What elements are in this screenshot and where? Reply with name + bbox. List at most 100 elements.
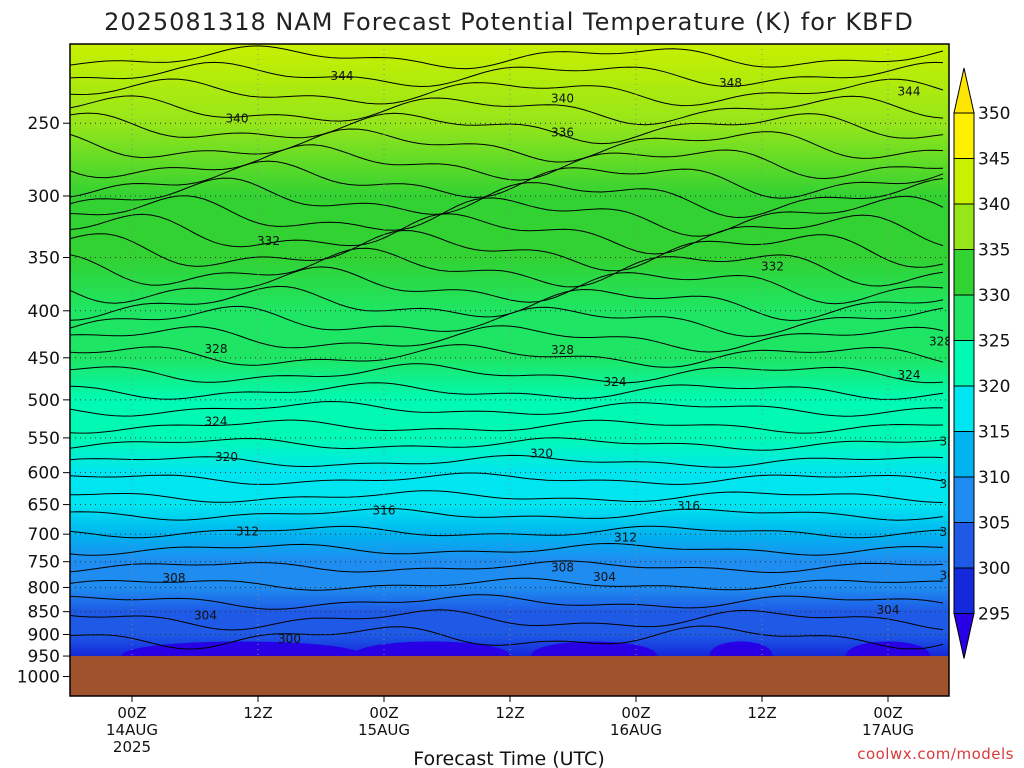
time-tick-label: 2025 [113, 738, 151, 756]
colorbar-label: 295 [978, 605, 1010, 625]
colorbar-label: 315 [978, 423, 1010, 443]
contour-value-label: 320 [215, 450, 238, 464]
isentrope-line [70, 400, 944, 417]
time-tick-label: 15AUG [358, 721, 410, 739]
isentrope-line [70, 229, 944, 272]
contour-value-label: 344 [898, 85, 921, 99]
isentrope-line [70, 45, 944, 70]
pressure-tick-label: 850 [28, 603, 60, 623]
cold-pool-region [709, 641, 773, 657]
isentrope-line [70, 213, 944, 255]
colorbar-label: 350 [978, 104, 1010, 124]
contour-value-label: 320 [530, 447, 553, 461]
isentrope-line [70, 382, 944, 400]
isentrope-line [70, 266, 944, 305]
colorbar-label: 345 [978, 150, 1010, 170]
contour-value-label: 316 [373, 504, 396, 518]
time-tick-label: 16AUG [610, 721, 662, 739]
contour-label-layer: 3443443483443403403363363323323283283283… [16, 52, 963, 646]
x-axis-title: Forecast Time (UTC) [413, 748, 604, 768]
isentrope-line [70, 454, 944, 468]
contour-value-label: 332 [257, 234, 280, 248]
isentrope-line [70, 247, 944, 288]
isentrope-line [70, 78, 944, 107]
time-tick-label: 00Z [873, 704, 902, 722]
colorbar-label: 305 [978, 514, 1010, 534]
time-tick-label: 12Z [747, 704, 776, 722]
colorbar-swatch [953, 567, 975, 614]
pressure-tick-label: 600 [28, 464, 60, 484]
colorbar-label: 335 [978, 241, 1010, 261]
contour-value-label: 304 [593, 570, 616, 584]
contour-value-label: 328 [205, 342, 228, 356]
isentrope-line [70, 625, 944, 650]
colorbar-label: 340 [978, 195, 1010, 215]
cold-pool-region [531, 641, 657, 657]
contour-value-label: 324 [205, 415, 228, 429]
contour-value-label: 312 [940, 525, 963, 539]
contour-value-label: 312 [236, 524, 259, 538]
contour-value-label: 308 [551, 561, 574, 575]
colorbar-swatch [953, 522, 975, 569]
time-tick-label: 12Z [243, 704, 272, 722]
isentrope-line [70, 195, 944, 237]
contour-value-label: 316 [677, 499, 700, 513]
contour-value-label: 324 [898, 368, 921, 382]
contour-value-label: 344 [16, 52, 39, 66]
pressure-tick-label: 450 [28, 349, 60, 369]
colorbar: 350 345 340 335 330 325 320 315 310 305 300 295 [953, 67, 1010, 659]
colorbar-label: 320 [978, 377, 1010, 397]
ground-below-surface [70, 656, 949, 696]
colorbar-label: 300 [978, 559, 1010, 579]
pressure-tick-label: 300 [28, 187, 60, 207]
pressure-tick-label: 1000 [17, 668, 60, 688]
isentrope-line [70, 344, 944, 368]
gridline-layer [70, 44, 949, 696]
colorbar-bottom-arrow [953, 613, 975, 659]
cold-pool-layer [121, 641, 930, 657]
chart-title: 2025081318 NAM Forecast Potential Temper… [104, 8, 914, 36]
colorbar-swatch [953, 203, 975, 250]
isentrope-line [70, 112, 944, 145]
time-tick-label: 14AUG [106, 721, 158, 739]
contour-value-label: 328 [929, 335, 952, 349]
contour-value-label: 340 [226, 111, 249, 125]
contour-value-label: 332 [761, 260, 784, 274]
colorbar-swatch [953, 476, 975, 523]
isentrope-line [70, 525, 944, 539]
contour-value-label: 300 [278, 632, 301, 646]
contour-value-label: 344 [331, 69, 354, 83]
isentrope-line [70, 305, 944, 337]
contour-value-label: 308 [940, 568, 963, 582]
pressure-tick-label: 650 [28, 496, 60, 516]
colorbar-label: 325 [978, 332, 1010, 352]
contour-value-label: 312 [614, 531, 637, 545]
isentrope-line [70, 577, 943, 591]
isentrope-line [70, 160, 944, 199]
time-tick-label: 00Z [621, 704, 650, 722]
colorbar-swatch [953, 112, 975, 159]
colorbar-label: 310 [978, 468, 1010, 488]
pressure-tick-label: 550 [28, 429, 60, 449]
isentrope-line [70, 128, 944, 163]
isentrope-line [70, 560, 944, 574]
isentrope-line [70, 609, 944, 631]
pressure-axis: 2503003504004505005506006507007508008509… [17, 114, 70, 688]
pressure-tick-label: 350 [28, 249, 60, 269]
time-tick-label: 00Z [117, 704, 146, 722]
isentrope-line [70, 61, 944, 88]
cold-pool-region [352, 641, 510, 657]
contour-value-label: 320 [940, 435, 963, 449]
contour-value-label: 336 [551, 126, 574, 140]
contour-value-label: 316 [940, 477, 963, 491]
isentrope-line [70, 95, 944, 126]
credit-text: coolwx.com/models [857, 745, 1014, 763]
pressure-tick-label: 950 [28, 647, 60, 667]
time-tick-label: 00Z [369, 704, 398, 722]
pressure-tick-label: 900 [28, 625, 60, 645]
isentrope-line [70, 472, 944, 485]
contour-value-label: 304 [194, 608, 217, 622]
isentrope-line [70, 325, 944, 353]
colorbar-swatch [953, 385, 975, 432]
